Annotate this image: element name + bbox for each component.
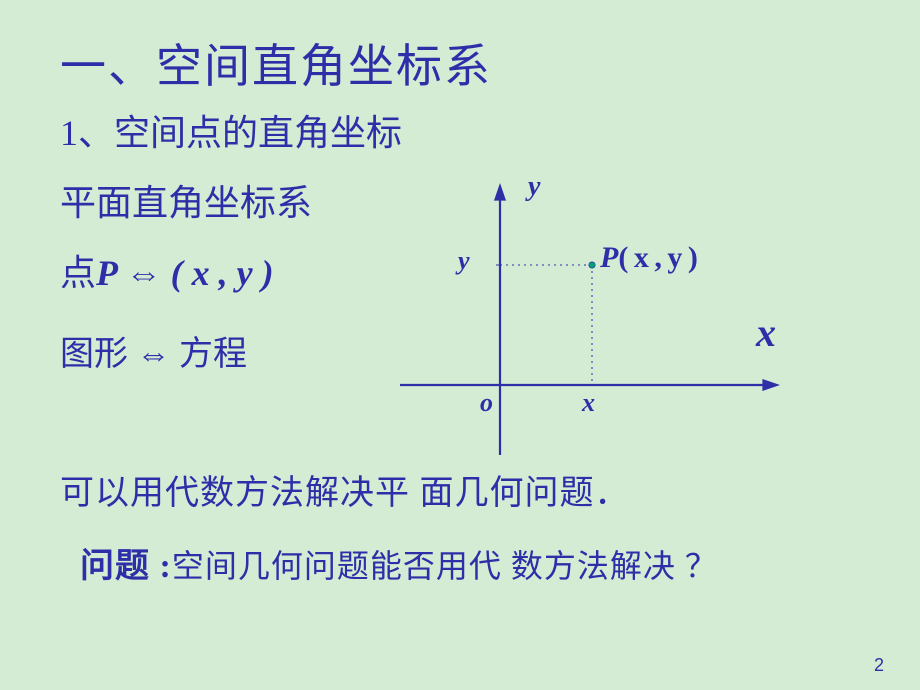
question-label: 问题 :	[80, 548, 172, 585]
p-coords: ( x , y )	[618, 241, 696, 274]
cjk-point: 点	[60, 253, 96, 293]
question-rest: 空间几何问题能否用代 数方法解决 ？	[172, 548, 718, 584]
x-tick-label: x	[582, 388, 595, 418]
page-number: 2	[874, 655, 884, 676]
coordinate-diagram: y x y x o P( x , y )	[400, 175, 820, 485]
shape-left: 图形	[60, 336, 128, 373]
x-axis-label: x	[756, 309, 776, 356]
slide: 一、空间直角坐标系 1、空间点的直角坐标 平面直角坐标系 点P ⇔ ( x , …	[0, 0, 920, 690]
y-tick-label: y	[458, 246, 470, 276]
iff-arrow-2: ⇔	[137, 336, 171, 373]
shape-right: 方程	[179, 336, 247, 373]
p-letter: P	[600, 241, 618, 274]
origin-label: o	[480, 388, 493, 418]
y-axis-label: y	[528, 171, 540, 203]
point-p-label: P( x , y )	[600, 241, 697, 275]
question-line: 问题 :空间几何问题能否用代 数方法解决 ？	[80, 538, 860, 587]
var-P: P	[96, 253, 117, 293]
coords-xy: ( x , y )	[171, 253, 274, 293]
main-title: 一、空间直角坐标系	[60, 30, 860, 96]
subtitle: 1、空间点的直角坐标	[60, 104, 860, 156]
iff-arrow-1: ⇔	[126, 253, 162, 293]
